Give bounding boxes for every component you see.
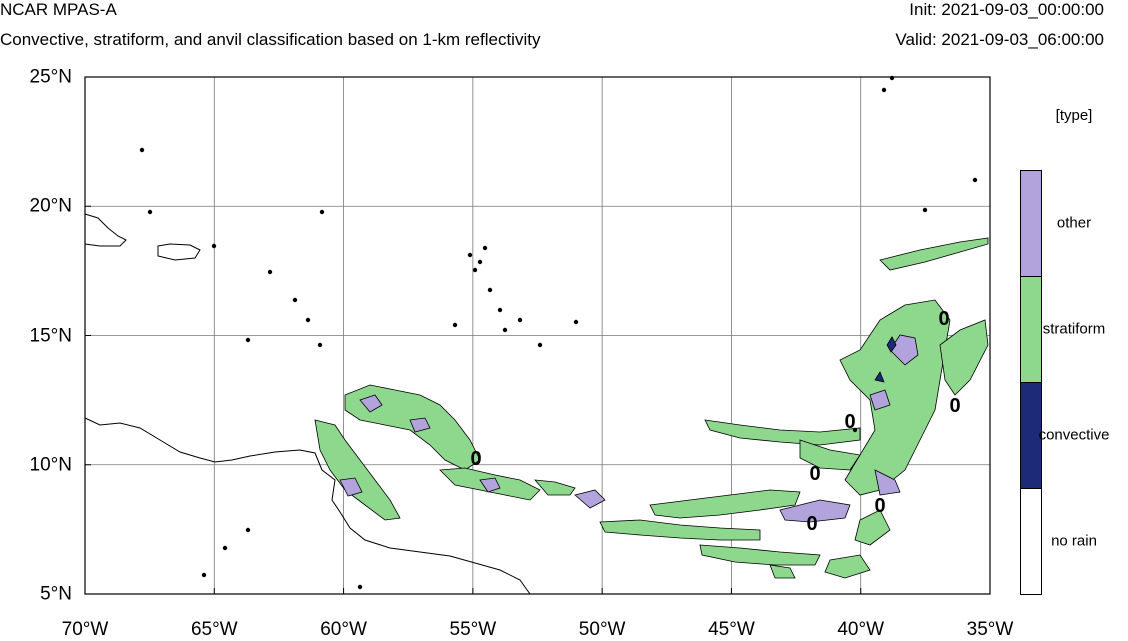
precip-region — [344, 384, 481, 471]
legend-label: no rain — [1051, 532, 1097, 550]
lat-label: 15°N — [29, 325, 72, 346]
contour-zero-label: 0 — [874, 495, 885, 517]
precip-region — [799, 439, 861, 471]
legend-label: stratiform — [1042, 320, 1106, 338]
legend-label: other — [1056, 214, 1092, 232]
lat-label: 25°N — [29, 66, 72, 88]
precip-speck — [319, 209, 325, 215]
precip-region — [599, 519, 761, 541]
precip-region — [479, 477, 501, 493]
precip-speck — [292, 297, 298, 303]
precip-speck — [245, 527, 251, 533]
precip-speck — [502, 327, 508, 333]
legend-swatch — [1020, 488, 1042, 595]
contour-zero-label: 0 — [949, 395, 960, 417]
lon-label: 55°W — [449, 619, 497, 640]
contour-zero-label: 0 — [844, 411, 855, 433]
precip-speck — [972, 177, 978, 183]
precip-region — [839, 299, 951, 496]
legend-title: [type] — [1055, 107, 1093, 124]
precip-region — [939, 319, 989, 396]
contour-labels: 0 0 0 0 0 0 0 — [470, 308, 960, 535]
lat-label: 5°N — [40, 583, 72, 605]
precip-speck — [477, 259, 483, 265]
lon-label: 65°W — [190, 619, 238, 640]
precip-speck — [472, 267, 478, 273]
precip-speck — [537, 342, 543, 348]
precip-speck — [517, 317, 523, 323]
precip-speck — [305, 317, 311, 323]
precip-region — [314, 419, 401, 521]
precip-speck — [487, 287, 493, 293]
coastline-south-america — [84, 417, 531, 595]
precip-speck — [245, 337, 251, 343]
precip-region — [534, 479, 576, 496]
map-title: NCAR MPAS-A — [0, 0, 117, 19]
precip-speck — [211, 243, 217, 249]
precip-speck — [147, 209, 153, 215]
precip-region — [779, 499, 851, 523]
precip-region — [574, 489, 606, 509]
precip-speck — [852, 427, 858, 433]
lat-label: 10°N — [29, 454, 72, 476]
init-time: Init: 2021-09-03_00:00:00 — [909, 0, 1104, 19]
precip-speck — [317, 342, 323, 348]
contour-zero-label: 0 — [806, 513, 817, 535]
precip-speck — [497, 307, 503, 313]
precip-speck — [222, 545, 228, 551]
lon-label: 40°W — [837, 619, 885, 640]
legend-swatch — [1020, 276, 1042, 383]
precip-region — [874, 469, 901, 496]
lat-label: 20°N — [29, 195, 72, 217]
precip-region — [704, 419, 861, 446]
precip-region — [886, 336, 897, 353]
coastlines — [84, 213, 531, 595]
lon-label: 70°W — [61, 619, 109, 640]
precip-speck — [573, 319, 579, 325]
precip-speck — [889, 75, 895, 81]
lon-label: 45°W — [708, 619, 755, 640]
legend-swatch — [1020, 170, 1042, 277]
precip-region — [889, 334, 919, 366]
precip-speck — [881, 87, 887, 93]
lon-label: 60°W — [320, 619, 367, 640]
contour-zero-label: 0 — [470, 448, 481, 470]
precip-speck — [201, 572, 207, 578]
graticule — [84, 76, 991, 595]
lon-label: 50°W — [578, 619, 626, 640]
precip-region — [699, 544, 821, 566]
coastline-hispaniola — [84, 213, 127, 247]
legend-label: convective — [1038, 426, 1110, 444]
coastline-puerto-rico — [157, 243, 201, 261]
map-subtitle: Convective, stratiform, and anvil classi… — [0, 30, 541, 49]
contour-zero-label: 0 — [938, 308, 949, 330]
precip-region — [824, 554, 871, 579]
precip-region — [869, 389, 891, 411]
precip-speck — [467, 252, 473, 258]
precip-region — [409, 417, 431, 433]
precip-region — [339, 477, 363, 497]
precip-region — [359, 394, 383, 413]
lon-label: 35°W — [966, 619, 1014, 640]
precip-speck — [267, 269, 273, 275]
precip-region — [769, 564, 796, 579]
precip-region — [854, 509, 891, 546]
precip-region — [879, 237, 989, 271]
precip-region — [649, 489, 801, 519]
precip-speck — [452, 322, 458, 328]
precip-speck — [357, 584, 363, 590]
valid-time: Valid: 2021-09-03_06:00:00 — [895, 30, 1104, 49]
precip-speck — [922, 207, 928, 213]
precipitation-field — [139, 75, 989, 590]
precip-region — [874, 371, 885, 383]
precip-speck — [139, 147, 145, 153]
precip-speck — [482, 245, 488, 251]
contour-zero-label: 0 — [809, 463, 820, 485]
